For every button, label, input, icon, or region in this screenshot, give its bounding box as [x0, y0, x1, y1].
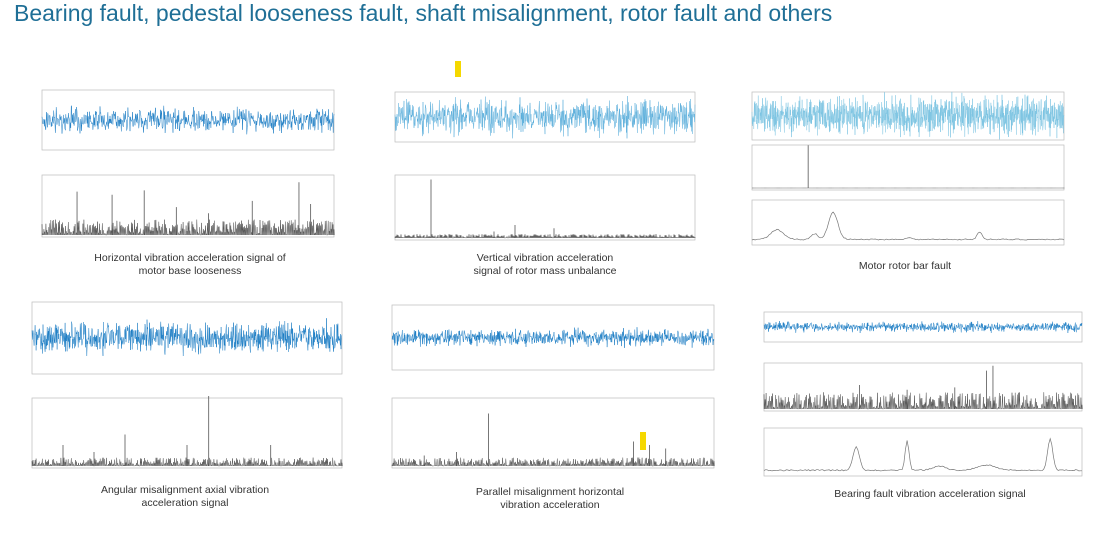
spectrum — [763, 392, 1083, 410]
marker — [455, 61, 461, 77]
caption: Parallel misalignment horizontal vibratio… — [475, 486, 625, 511]
waveform — [391, 327, 715, 348]
plot-frame — [391, 397, 715, 469]
plot-frame — [394, 174, 696, 241]
slide-title: Bearing fault, pedestal looseness fault,… — [14, 0, 833, 26]
waveform — [394, 95, 696, 139]
caption: Bearing fault vibration acceleration sig… — [834, 488, 1026, 500]
waveform — [751, 91, 1065, 140]
plot-frame — [763, 362, 1083, 412]
waveform — [763, 320, 1083, 334]
caption: Horizontal vibration acceleration signal… — [94, 252, 286, 277]
plot-frame — [41, 174, 335, 238]
caption: Angular misalignment axial vibration acce… — [100, 484, 270, 509]
spectrum — [394, 234, 696, 239]
plot-frame — [763, 311, 1083, 343]
caption: Motor rotor bar fault — [858, 260, 952, 272]
marker — [640, 432, 646, 450]
spectrum — [763, 437, 1082, 472]
spectrum — [751, 211, 1065, 241]
plot-frame — [751, 199, 1065, 246]
plot-frame — [41, 89, 335, 151]
plot-frame — [763, 427, 1083, 477]
plot-frame — [31, 397, 343, 469]
spectrum — [41, 219, 335, 236]
spectrum — [391, 457, 715, 467]
caption: Vertical vibration acceleration signal of… — [473, 252, 617, 277]
plot-frame — [391, 304, 715, 371]
plot-frame — [751, 144, 1065, 191]
waveform — [31, 318, 343, 357]
waveform — [41, 104, 335, 135]
